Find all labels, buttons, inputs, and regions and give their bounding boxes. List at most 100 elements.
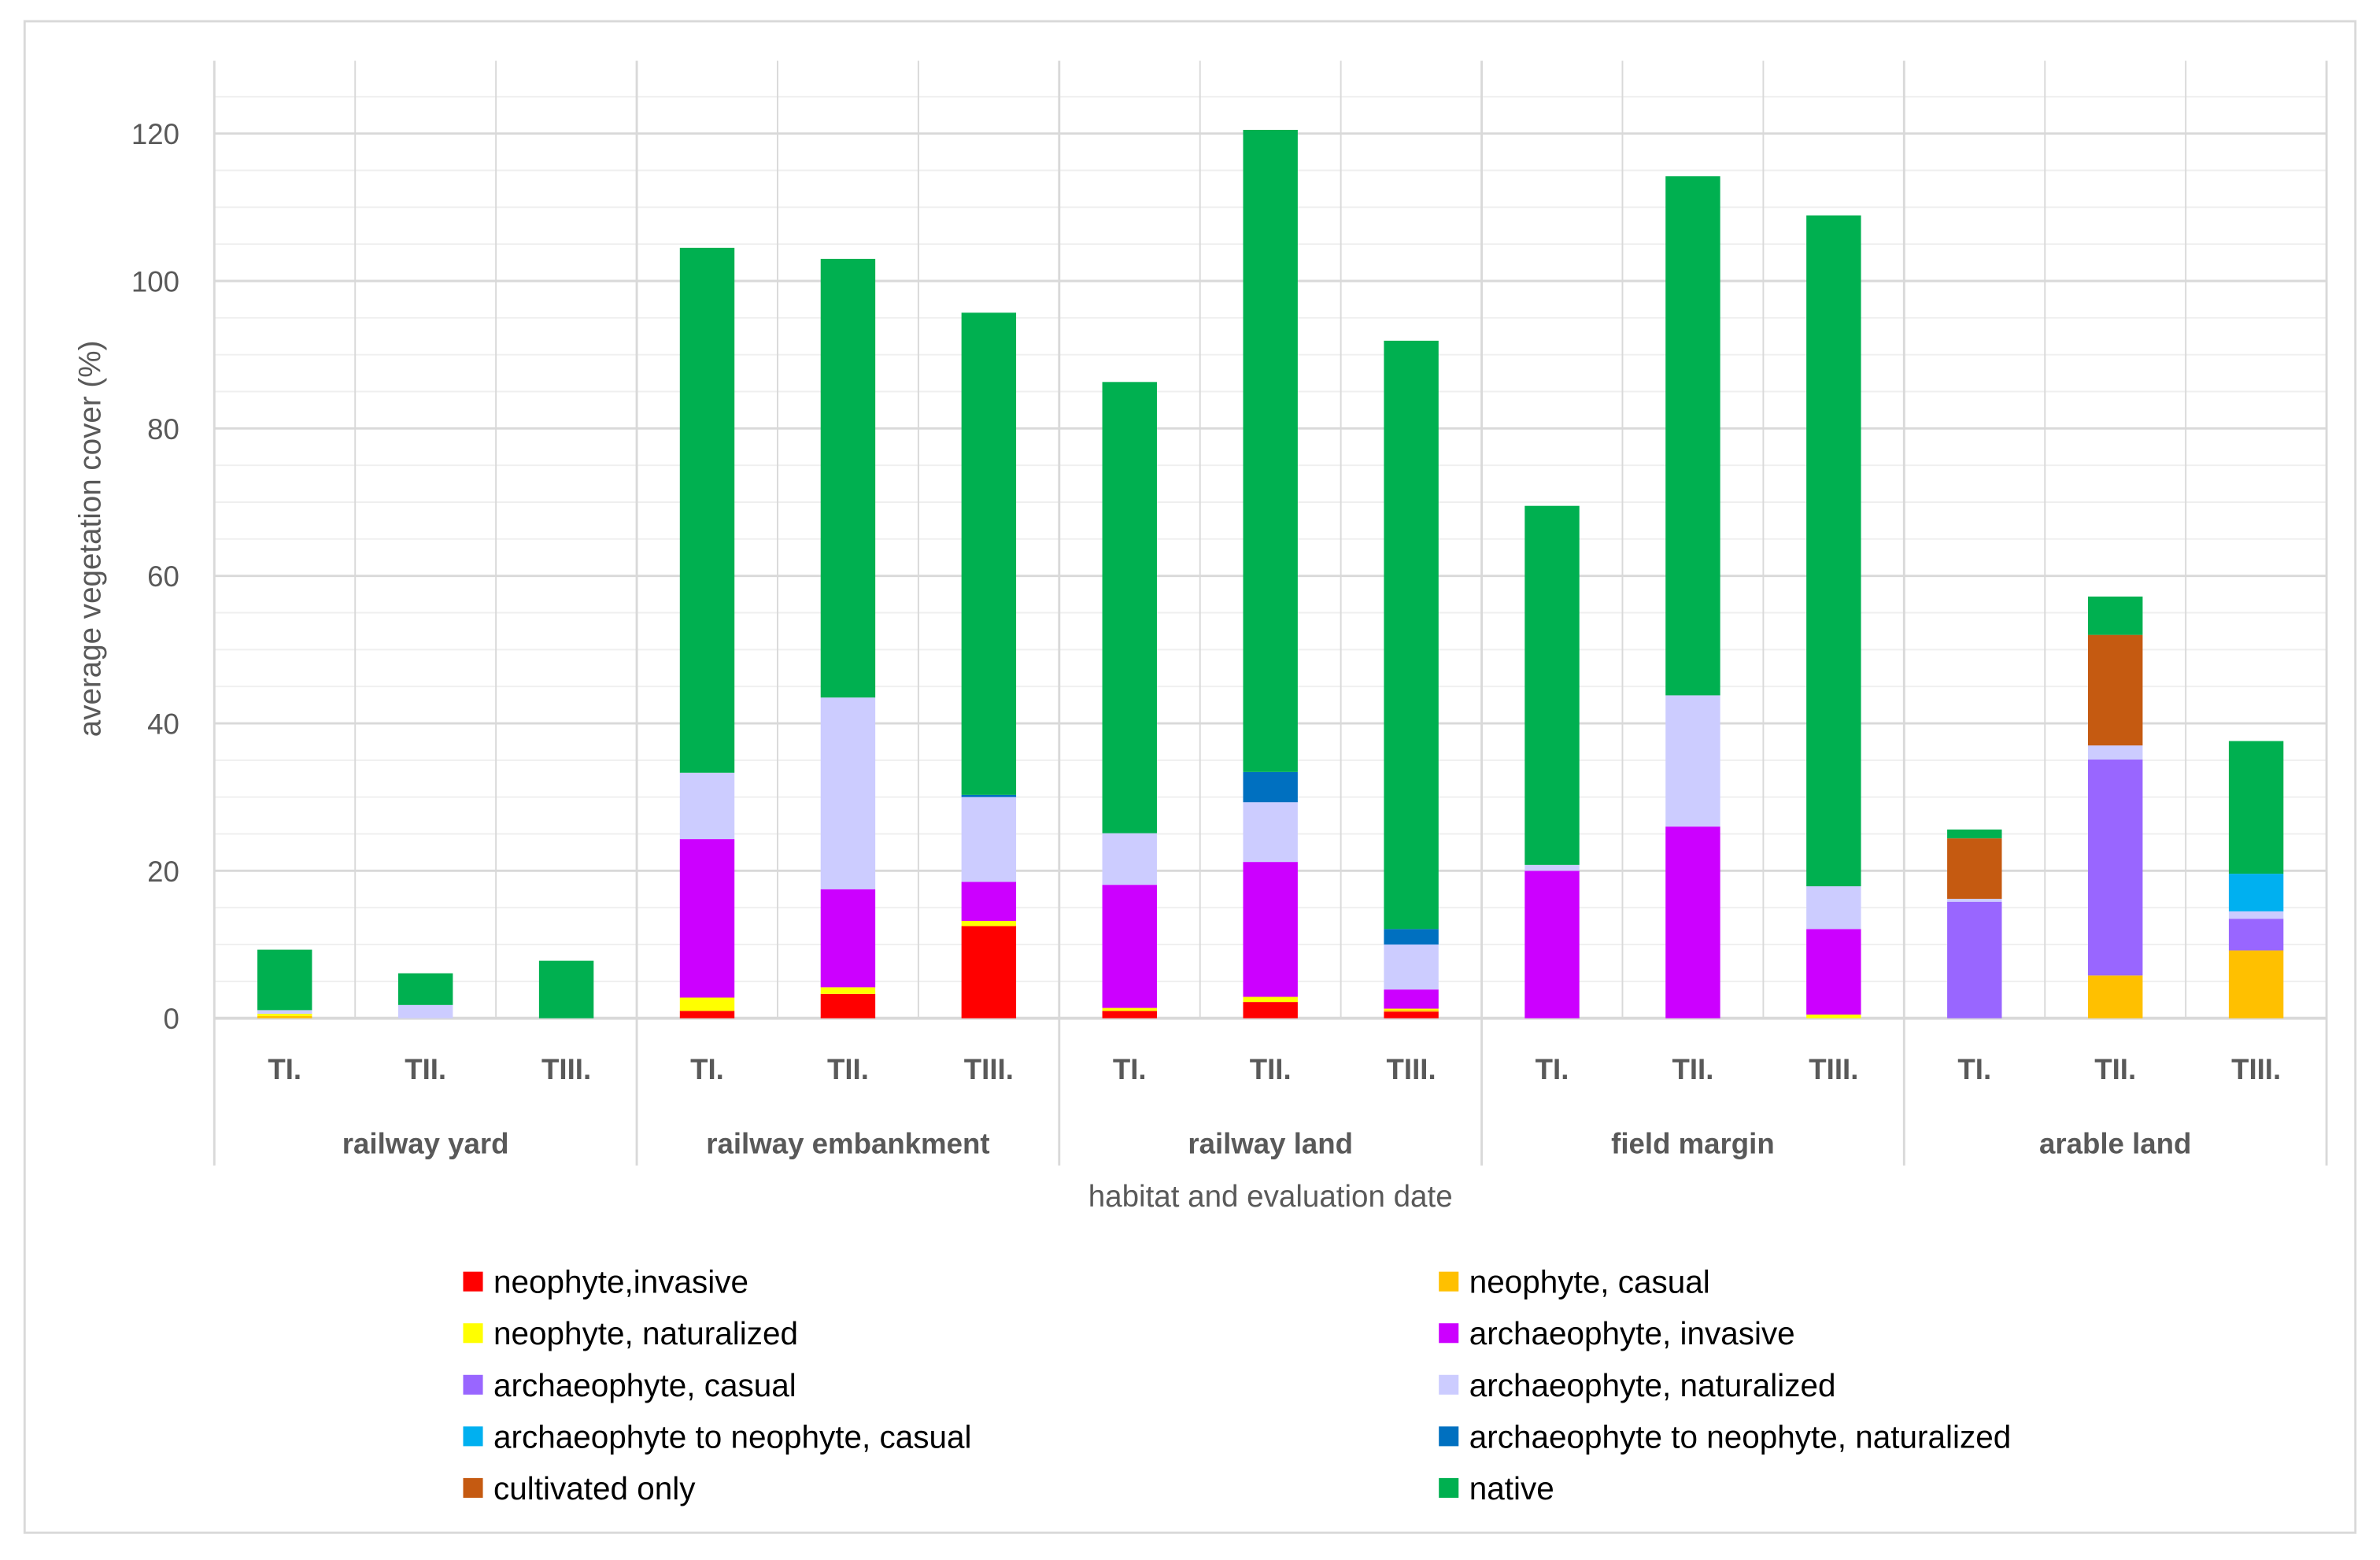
bar-segment-archaeophyte-naturalized — [2087, 745, 2143, 760]
bar-segment-neophyte-naturalized — [679, 997, 735, 1011]
bar-segment-neophyte-naturalized — [961, 921, 1017, 926]
bar-segment-neophyte-invasive — [1384, 1011, 1439, 1018]
bar-segment-archaeophyte-to-neophyte-naturalized — [961, 794, 1017, 797]
y-tick-label: 0 — [164, 1003, 179, 1035]
chart-border — [23, 20, 2357, 1534]
x-tick-label: TII. — [1672, 1053, 1713, 1085]
legend-label: native — [1469, 1470, 1554, 1506]
bar-segment-native — [1947, 829, 2002, 839]
legend-swatch — [463, 1271, 483, 1292]
bar-segment-native — [961, 312, 1017, 795]
bar-segment-archaeophyte-naturalized — [1806, 886, 1861, 930]
bar-segment-native — [1102, 382, 1157, 834]
x-axis-categories: TI. TII. TIII. railway yard TI. TII. TIII. rail… — [268, 1053, 2281, 1159]
bar-segment-archaeophyte-to-neophyte-naturalized — [1243, 771, 1298, 803]
bar-segment-neophyte-invasive — [1102, 1011, 1157, 1018]
x-tick-label: TIII. — [1387, 1053, 1436, 1085]
x-tick-label: TI. — [1536, 1053, 1569, 1085]
bar-segment-neophyte-invasive — [1243, 1002, 1298, 1018]
bar-segment-archaeophyte-to-neophyte-naturalized — [1384, 929, 1439, 945]
bar-segment-neophyte-casual — [257, 1015, 312, 1018]
bar-segment-cultivated-only — [2087, 634, 2143, 746]
bar-segment-archaeophyte-invasive — [1524, 871, 1580, 1018]
bar-segment-archaeophyte-naturalized — [397, 1004, 453, 1018]
legend-label: archaeophyte to neophyte, naturalized — [1469, 1418, 2011, 1455]
x-tick-label: TII. — [827, 1053, 869, 1085]
legend-label: archaeophyte, naturalized — [1469, 1367, 1836, 1403]
bar-segment-archaeophyte-naturalized — [1243, 802, 1298, 863]
bar-segment-neophyte-naturalized — [1102, 1007, 1157, 1011]
group-label: arable land — [2039, 1127, 2191, 1159]
y-tick-label: 60 — [147, 560, 179, 593]
bar-segment-native — [397, 973, 453, 1005]
x-tick-label: TI. — [268, 1053, 301, 1085]
legend-swatch — [463, 1477, 483, 1498]
bar-segment-neophyte-invasive — [820, 993, 876, 1018]
bar-segment-native — [257, 949, 312, 1011]
y-tick-label: 40 — [147, 708, 179, 741]
bar-segment-archaeophyte-invasive — [1102, 885, 1157, 1008]
bar-segment-neophyte-casual — [2228, 950, 2284, 1018]
legend-swatch — [463, 1374, 483, 1395]
bar-segment-archaeophyte-invasive — [1806, 929, 1861, 1015]
bar-segment-native — [1806, 215, 1861, 887]
bar-segment-native — [679, 247, 735, 773]
legend-swatch — [463, 1323, 483, 1344]
group-label: field margin — [1611, 1127, 1775, 1159]
bar-segment-neophyte-naturalized — [1243, 996, 1298, 1003]
bar-segment-neophyte-invasive — [961, 926, 1017, 1018]
bar-segment-archaeophyte-casual — [2228, 919, 2284, 951]
y-tick-label: 20 — [147, 856, 179, 888]
bar-segment-archaeophyte-casual — [2087, 759, 2143, 976]
legend-label: archaeophyte, invasive — [1469, 1315, 1795, 1351]
bar-segment-archaeophyte-naturalized — [1102, 833, 1157, 885]
bar-segment-archaeophyte-invasive — [820, 889, 876, 988]
x-tick-label: TIII. — [2231, 1053, 2281, 1085]
x-tick-label: TI. — [1957, 1053, 1991, 1085]
bar-segment-native — [2228, 741, 2284, 874]
bar-segment-archaeophyte-naturalized — [257, 1010, 312, 1015]
legend-label: neophyte,invasive — [493, 1264, 748, 1300]
bar-segment-cultivated-only — [1947, 838, 2002, 899]
legend-swatch — [463, 1426, 483, 1447]
bar-segment-archaeophyte-invasive — [1665, 826, 1720, 1018]
bar-segment-native — [1665, 176, 1720, 696]
y-tick-label: 120 — [131, 118, 179, 150]
bar-segment-archaeophyte-naturalized — [1384, 945, 1439, 990]
group-label: railway embankment — [706, 1127, 989, 1159]
bar-segment-archaeophyte-invasive — [961, 882, 1017, 922]
legend-swatch — [1439, 1477, 1459, 1498]
bar-segment-archaeophyte-naturalized — [1524, 864, 1580, 871]
bar-segment-native — [1524, 505, 1580, 865]
bar-segment-archaeophyte-invasive — [1243, 862, 1298, 997]
bar-segment-archaeophyte-naturalized — [961, 797, 1017, 882]
bar-segment-native — [1384, 340, 1439, 930]
bar-segment-neophyte-naturalized — [1384, 1008, 1439, 1011]
y-axis-label: average vegetation cover (%) — [74, 341, 108, 737]
bar-segment-neophyte-casual — [1384, 1010, 1439, 1012]
legend-label: cultivated only — [493, 1470, 696, 1506]
bar-segment-neophyte-invasive — [679, 1011, 735, 1018]
legend-swatch — [1439, 1426, 1459, 1447]
bar-segment-neophyte-casual — [2087, 975, 2143, 1018]
y-tick-label: 80 — [147, 413, 179, 445]
y-tick-label: 100 — [131, 266, 179, 298]
bar-segment-archaeophyte-casual — [1947, 901, 2002, 1018]
bar-segment-neophyte-naturalized — [257, 1014, 312, 1016]
legend-label: neophyte, casual — [1469, 1264, 1710, 1300]
legend-swatch — [1439, 1323, 1459, 1344]
legend: neophyte,invasive neophyte, casual neophyt… — [463, 1264, 2011, 1506]
bar-segment-archaeophyte-naturalized — [1947, 898, 2002, 902]
bar-segment-neophyte-naturalized — [820, 987, 876, 994]
bar-segment-native — [820, 258, 876, 698]
bar-segment-archaeophyte-naturalized — [2228, 911, 2284, 919]
bar-segment-archaeophyte-naturalized — [820, 697, 876, 889]
legend-swatch — [1439, 1271, 1459, 1292]
x-tick-label: TIII. — [541, 1053, 591, 1085]
group-label: railway yard — [342, 1127, 509, 1159]
group-label: railway land — [1188, 1127, 1353, 1159]
x-tick-label: TIII. — [1809, 1053, 1858, 1085]
bar-segment-archaeophyte-naturalized — [679, 772, 735, 840]
bar-segment-archaeophyte-naturalized — [1665, 695, 1720, 827]
